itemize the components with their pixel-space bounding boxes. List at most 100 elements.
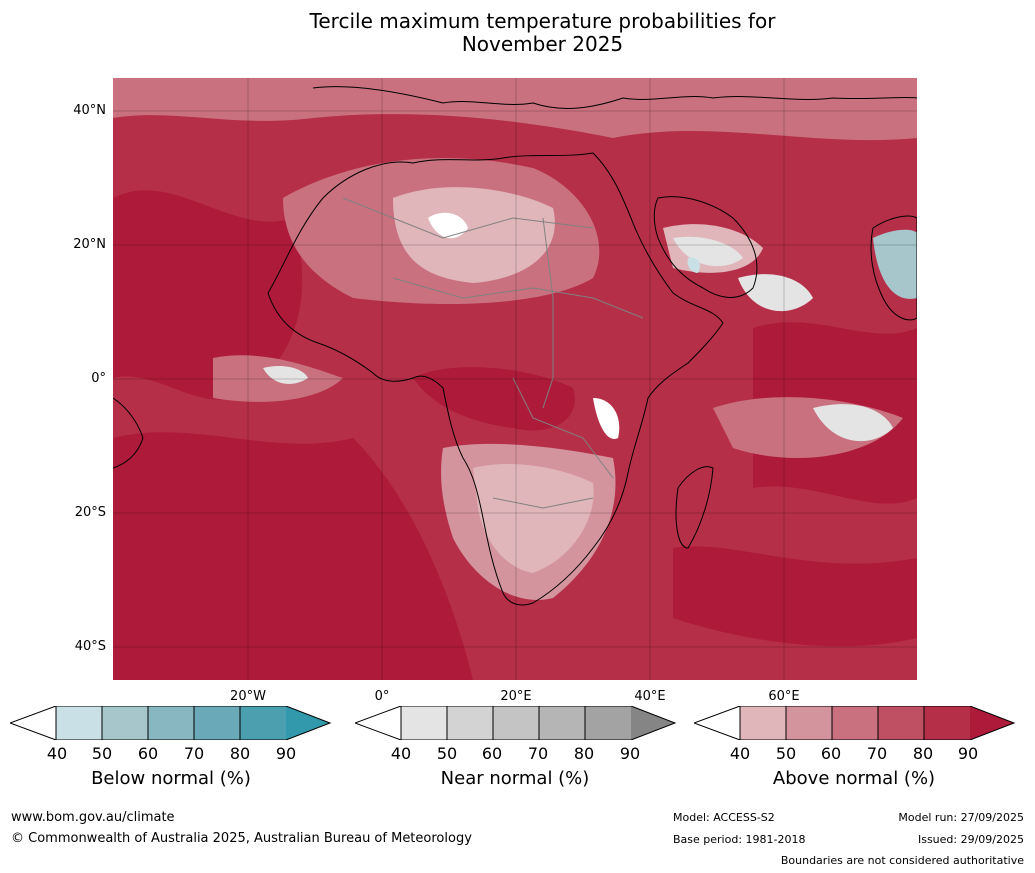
near-max-arrow [631,706,675,740]
below-tick-40: 40 [46,744,68,763]
lon-label-20w: 20°W [230,689,266,704]
below-bin-50-60 [102,706,148,740]
near-outline [400,705,677,741]
arabian-peninsula-coastline [653,196,758,298]
shade-white-sahara [428,212,468,239]
south-america-coastline [113,397,144,469]
border-central-africa [512,377,614,479]
above-tick-70: 70 [866,744,888,763]
near-tick-70: 70 [527,744,549,763]
lat-label-20n: 20°N [73,237,106,252]
above-bin-80-90 [924,706,970,740]
above-outline [739,705,1016,741]
lat-label-0: 0° [91,371,106,386]
lat-label-40s: 40°S [74,639,106,654]
shade-above-40-50-southern-africa [473,463,594,573]
shade-above-90-indian-south [673,546,917,647]
colorbar-above-svg [692,705,1016,741]
shade-above-60-70-north [113,78,917,141]
near-bin-50-60 [447,706,493,740]
shade-above-90-atlantic-north [113,190,303,400]
near-bin-80-90 [585,706,631,740]
above-tick-40: 40 [729,744,751,763]
near-tick-50: 50 [436,744,458,763]
above-bin-60-70 [832,706,878,740]
boundaries-disclaimer: Boundaries are not considered authoritat… [780,854,1024,867]
above-min-arrow [692,705,741,741]
model-run-date: Model run: 27/09/2025 [898,811,1024,824]
border-vertical [542,217,554,409]
colorbar-near-svg [353,705,677,741]
near-tick-90: 90 [619,744,641,763]
colorbar-near-normal [353,705,677,741]
africa-coastline [267,152,724,606]
above-normal-label: Above normal (%) [772,768,936,789]
title-line-1: Tercile maximum temperature probabilitie… [309,9,776,33]
below-outline [55,705,332,741]
shade-below-normal-arabia [687,257,700,273]
madagascar-coastline [675,466,714,549]
shade-below-normal-india [873,229,917,299]
above-bin-50-60 [786,706,832,740]
colorbar-below-svg [8,705,332,741]
below-bin-70-80 [194,706,240,740]
below-bin-60-70 [148,706,194,740]
near-tick-60: 60 [481,744,503,763]
colorbar-above-normal [692,705,1016,741]
copyright-text: © Commonwealth of Australia 2025, Austra… [11,831,472,846]
title-line-2: November 2025 [461,32,624,56]
base-period: Base period: 1981-2018 [673,833,806,846]
above-bin-70-80 [878,706,924,740]
near-bin-70-80 [539,706,585,740]
shade-near-normal-atlantic [263,366,308,384]
near-tick-40: 40 [390,744,412,763]
below-tick-50: 50 [91,744,113,763]
below-bin-80-90 [240,706,286,740]
colorbar-below-normal [8,705,332,741]
above-tick-50: 50 [775,744,797,763]
below-max-arrow [286,706,330,740]
near-normal-label: Near normal (%) [440,768,590,789]
map-canvas [113,78,917,680]
shade-near-normal-arabia [673,236,743,267]
website-link[interactable]: www.bom.gov.au/climate [11,810,175,825]
below-tick-80: 80 [229,744,251,763]
shade-near-normal-arabian-sea [738,274,813,312]
graticule [113,78,917,680]
above-max-arrow [970,706,1014,740]
shade-white-east-africa [593,398,620,439]
europe-coastline [312,86,917,109]
near-tick-80: 80 [573,744,595,763]
shade-near-normal-indian [813,404,893,442]
border-southern-africa [492,497,594,509]
near-bin-60-70 [493,706,539,740]
lon-label-0: 0° [374,689,390,704]
shade-above-90-atlantic-south [113,432,473,680]
lat-label-20s: 20°S [74,505,106,520]
map-title: Tercile maximum temperature probabilitie… [0,10,1035,56]
lon-label-40e: 40°E [634,689,666,704]
lat-label-40n: 40°N [73,103,106,118]
above-tick-80: 80 [912,744,934,763]
near-min-arrow [353,705,402,741]
shade-above-40-50-sahara [393,187,555,283]
near-bin-40-50 [401,706,447,740]
below-tick-70: 70 [183,744,205,763]
below-bin-40-50 [56,706,102,740]
above-tick-60: 60 [820,744,842,763]
border-sahel [392,277,644,319]
india-coastline [870,215,917,321]
above-bin-40-50 [740,706,786,740]
lon-label-20e: 20°E [500,689,532,704]
shade-above-90-central-africa [413,367,575,431]
model-name: Model: ACCESS-S2 [673,811,775,824]
lon-label-60e: 60°E [768,689,800,704]
below-tick-60: 60 [137,744,159,763]
border-north-africa [342,197,594,239]
above-tick-90: 90 [957,744,979,763]
below-normal-label: Below normal (%) [91,768,251,789]
below-tick-90: 90 [275,744,297,763]
below-min-arrow [8,705,57,741]
issued-date: Issued: 29/09/2025 [917,833,1024,846]
probability-map [113,78,917,680]
